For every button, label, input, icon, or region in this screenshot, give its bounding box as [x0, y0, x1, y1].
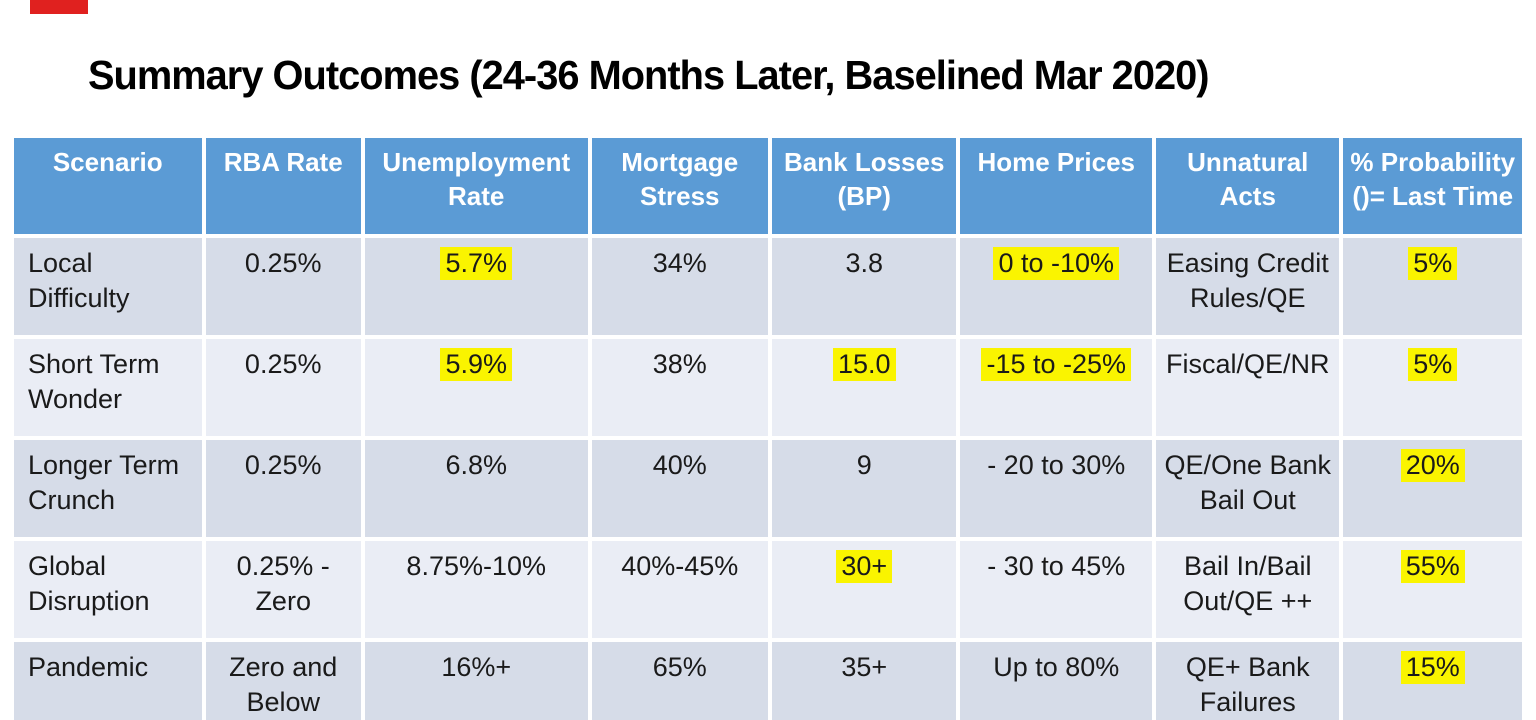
column-header: Unemployment Rate	[360, 138, 592, 238]
highlighted-value: 5%	[1408, 247, 1458, 280]
cell-value: 16%+	[441, 652, 512, 682]
cell-value: - 30 to 45%	[987, 551, 1126, 581]
cell-value: Local Difficulty	[28, 248, 130, 314]
highlighted-value: 30+	[836, 550, 893, 583]
table-cell: 0.25%	[201, 234, 365, 339]
table-cell: 0.25%	[201, 436, 365, 541]
table-cell: 55%	[1339, 537, 1522, 642]
table-cell: 5%	[1339, 234, 1522, 339]
highlighted-value: 5.9%	[440, 348, 512, 381]
cell-value: 40%	[652, 450, 707, 480]
table-cell: Zero and Below	[201, 638, 365, 720]
cell-value: QE+ Bank Failures	[1185, 652, 1310, 718]
table-cell: - 30 to 45%	[956, 537, 1156, 642]
table-cell: 16%+	[360, 638, 592, 720]
cell-value: Bail In/Bail Out/QE ++	[1183, 551, 1313, 617]
column-header: Bank Losses (BP)	[767, 138, 961, 238]
top-accent-bar	[30, 0, 88, 14]
table-cell: Pandemic	[14, 638, 206, 720]
cell-value: QE/One Bank Bail Out	[1164, 450, 1332, 516]
table-cell: 15.0	[767, 335, 961, 440]
table-cell: 6.8%	[360, 436, 592, 541]
cell-value: Easing Credit Rules/QE	[1166, 248, 1329, 314]
highlighted-value: 0 to -10%	[993, 247, 1120, 280]
table-row: Longer Term Crunch 0.25% 6.8% 40% 9 - 20 to 3…	[14, 436, 1522, 541]
column-header: Unnatural Acts	[1151, 138, 1344, 238]
table-cell: 30+	[767, 537, 961, 642]
table-cell: -15 to -25%	[956, 335, 1156, 440]
page-title: Summary Outcomes (24-36 Months Later, Ba…	[88, 52, 1210, 98]
table-cell: 5.9%	[360, 335, 592, 440]
highlighted-value: 15%	[1400, 651, 1465, 684]
table-cell: 5%	[1339, 335, 1522, 440]
table-cell: Longer Term Crunch	[14, 436, 206, 541]
table-cell: 3.8	[767, 234, 961, 339]
cell-value: Pandemic	[28, 652, 149, 682]
column-header: Mortgage Stress	[587, 138, 772, 238]
cell-value: 65%	[652, 652, 707, 682]
cell-value: Zero and Below	[229, 652, 338, 718]
cell-value: 38%	[652, 349, 707, 379]
table-cell: 35+	[767, 638, 961, 720]
highlighted-value: 5%	[1408, 348, 1458, 381]
summary-outcomes-table: Scenario RBA Rate Unemployment Rate Mortgag…	[14, 138, 1522, 720]
cell-value: 9	[856, 450, 872, 480]
cell-value: Fiscal/QE/NR	[1165, 349, 1330, 379]
table-row: Pandemic Zero and Below 16%+ 65% 35+ Up to 80…	[14, 638, 1522, 720]
cell-value: 0.25%	[244, 450, 322, 480]
cell-value: Up to 80%	[993, 652, 1120, 682]
column-header: Scenario	[14, 138, 206, 238]
table-cell: 40%-45%	[587, 537, 772, 642]
cell-value: 6.8%	[445, 450, 507, 480]
cell-value: 0.25%	[244, 248, 322, 278]
highlighted-value: -15 to -25%	[981, 348, 1132, 381]
table-cell: Easing Credit Rules/QE	[1151, 234, 1344, 339]
table-cell: 65%	[587, 638, 772, 720]
table-cell: 0.25%	[201, 335, 365, 440]
column-header: RBA Rate	[201, 138, 365, 238]
highlighted-value: 20%	[1400, 449, 1465, 482]
table-cell: 20%	[1339, 436, 1522, 541]
table-cell: QE/One Bank Bail Out	[1151, 436, 1344, 541]
table-cell: - 20 to 30%	[956, 436, 1156, 541]
table-cell: Bail In/Bail Out/QE ++	[1151, 537, 1344, 642]
cell-value: Short Term Wonder	[28, 349, 160, 415]
table-row: Local Difficulty 0.25% 5.7% 34% 3.8 0 to -10%…	[14, 234, 1522, 339]
table-cell: 40%	[587, 436, 772, 541]
table-row: Short Term Wonder 0.25% 5.9% 38% 15.0 -15 to …	[14, 335, 1522, 440]
cell-value: 3.8	[845, 248, 883, 278]
cell-value: 8.75%-10%	[406, 551, 547, 581]
table-cell: Up to 80%	[956, 638, 1156, 720]
table-cell: Local Difficulty	[14, 234, 206, 339]
highlighted-value: 55%	[1400, 550, 1465, 583]
table-cell: Global Disruption	[14, 537, 206, 642]
cell-value: - 20 to 30%	[987, 450, 1126, 480]
table-cell: 34%	[587, 234, 772, 339]
table-cell: 0.25% - Zero	[201, 537, 365, 642]
cell-value: 40%-45%	[621, 551, 739, 581]
table-header-row: Scenario RBA Rate Unemployment Rate Mortgag…	[14, 138, 1522, 238]
highlighted-value: 5.7%	[440, 247, 512, 280]
cell-value: 34%	[652, 248, 707, 278]
table-cell: 9	[767, 436, 961, 541]
cell-value: 35+	[841, 652, 888, 682]
highlighted-value: 15.0	[832, 348, 896, 381]
column-header: % Probability ()= Last Time	[1339, 138, 1522, 238]
table-cell: Fiscal/QE/NR	[1151, 335, 1344, 440]
table-cell: 15%	[1339, 638, 1522, 720]
table-cell: 0 to -10%	[956, 234, 1156, 339]
table-cell: 5.7%	[360, 234, 592, 339]
table-cell: 8.75%-10%	[360, 537, 592, 642]
table-cell: Short Term Wonder	[14, 335, 206, 440]
table-body: Local Difficulty 0.25% 5.7% 34% 3.8 0 to -10%…	[14, 234, 1522, 720]
table-cell: QE+ Bank Failures	[1151, 638, 1344, 720]
cell-value: 0.25% - Zero	[236, 551, 330, 617]
cell-value: 0.25%	[244, 349, 322, 379]
column-header: Home Prices	[956, 138, 1156, 238]
table-cell: 38%	[587, 335, 772, 440]
cell-value: Global Disruption	[28, 551, 150, 617]
table-row: Global Disruption 0.25% - Zero 8.75%-10% 40…	[14, 537, 1522, 642]
cell-value: Longer Term Crunch	[28, 450, 180, 516]
